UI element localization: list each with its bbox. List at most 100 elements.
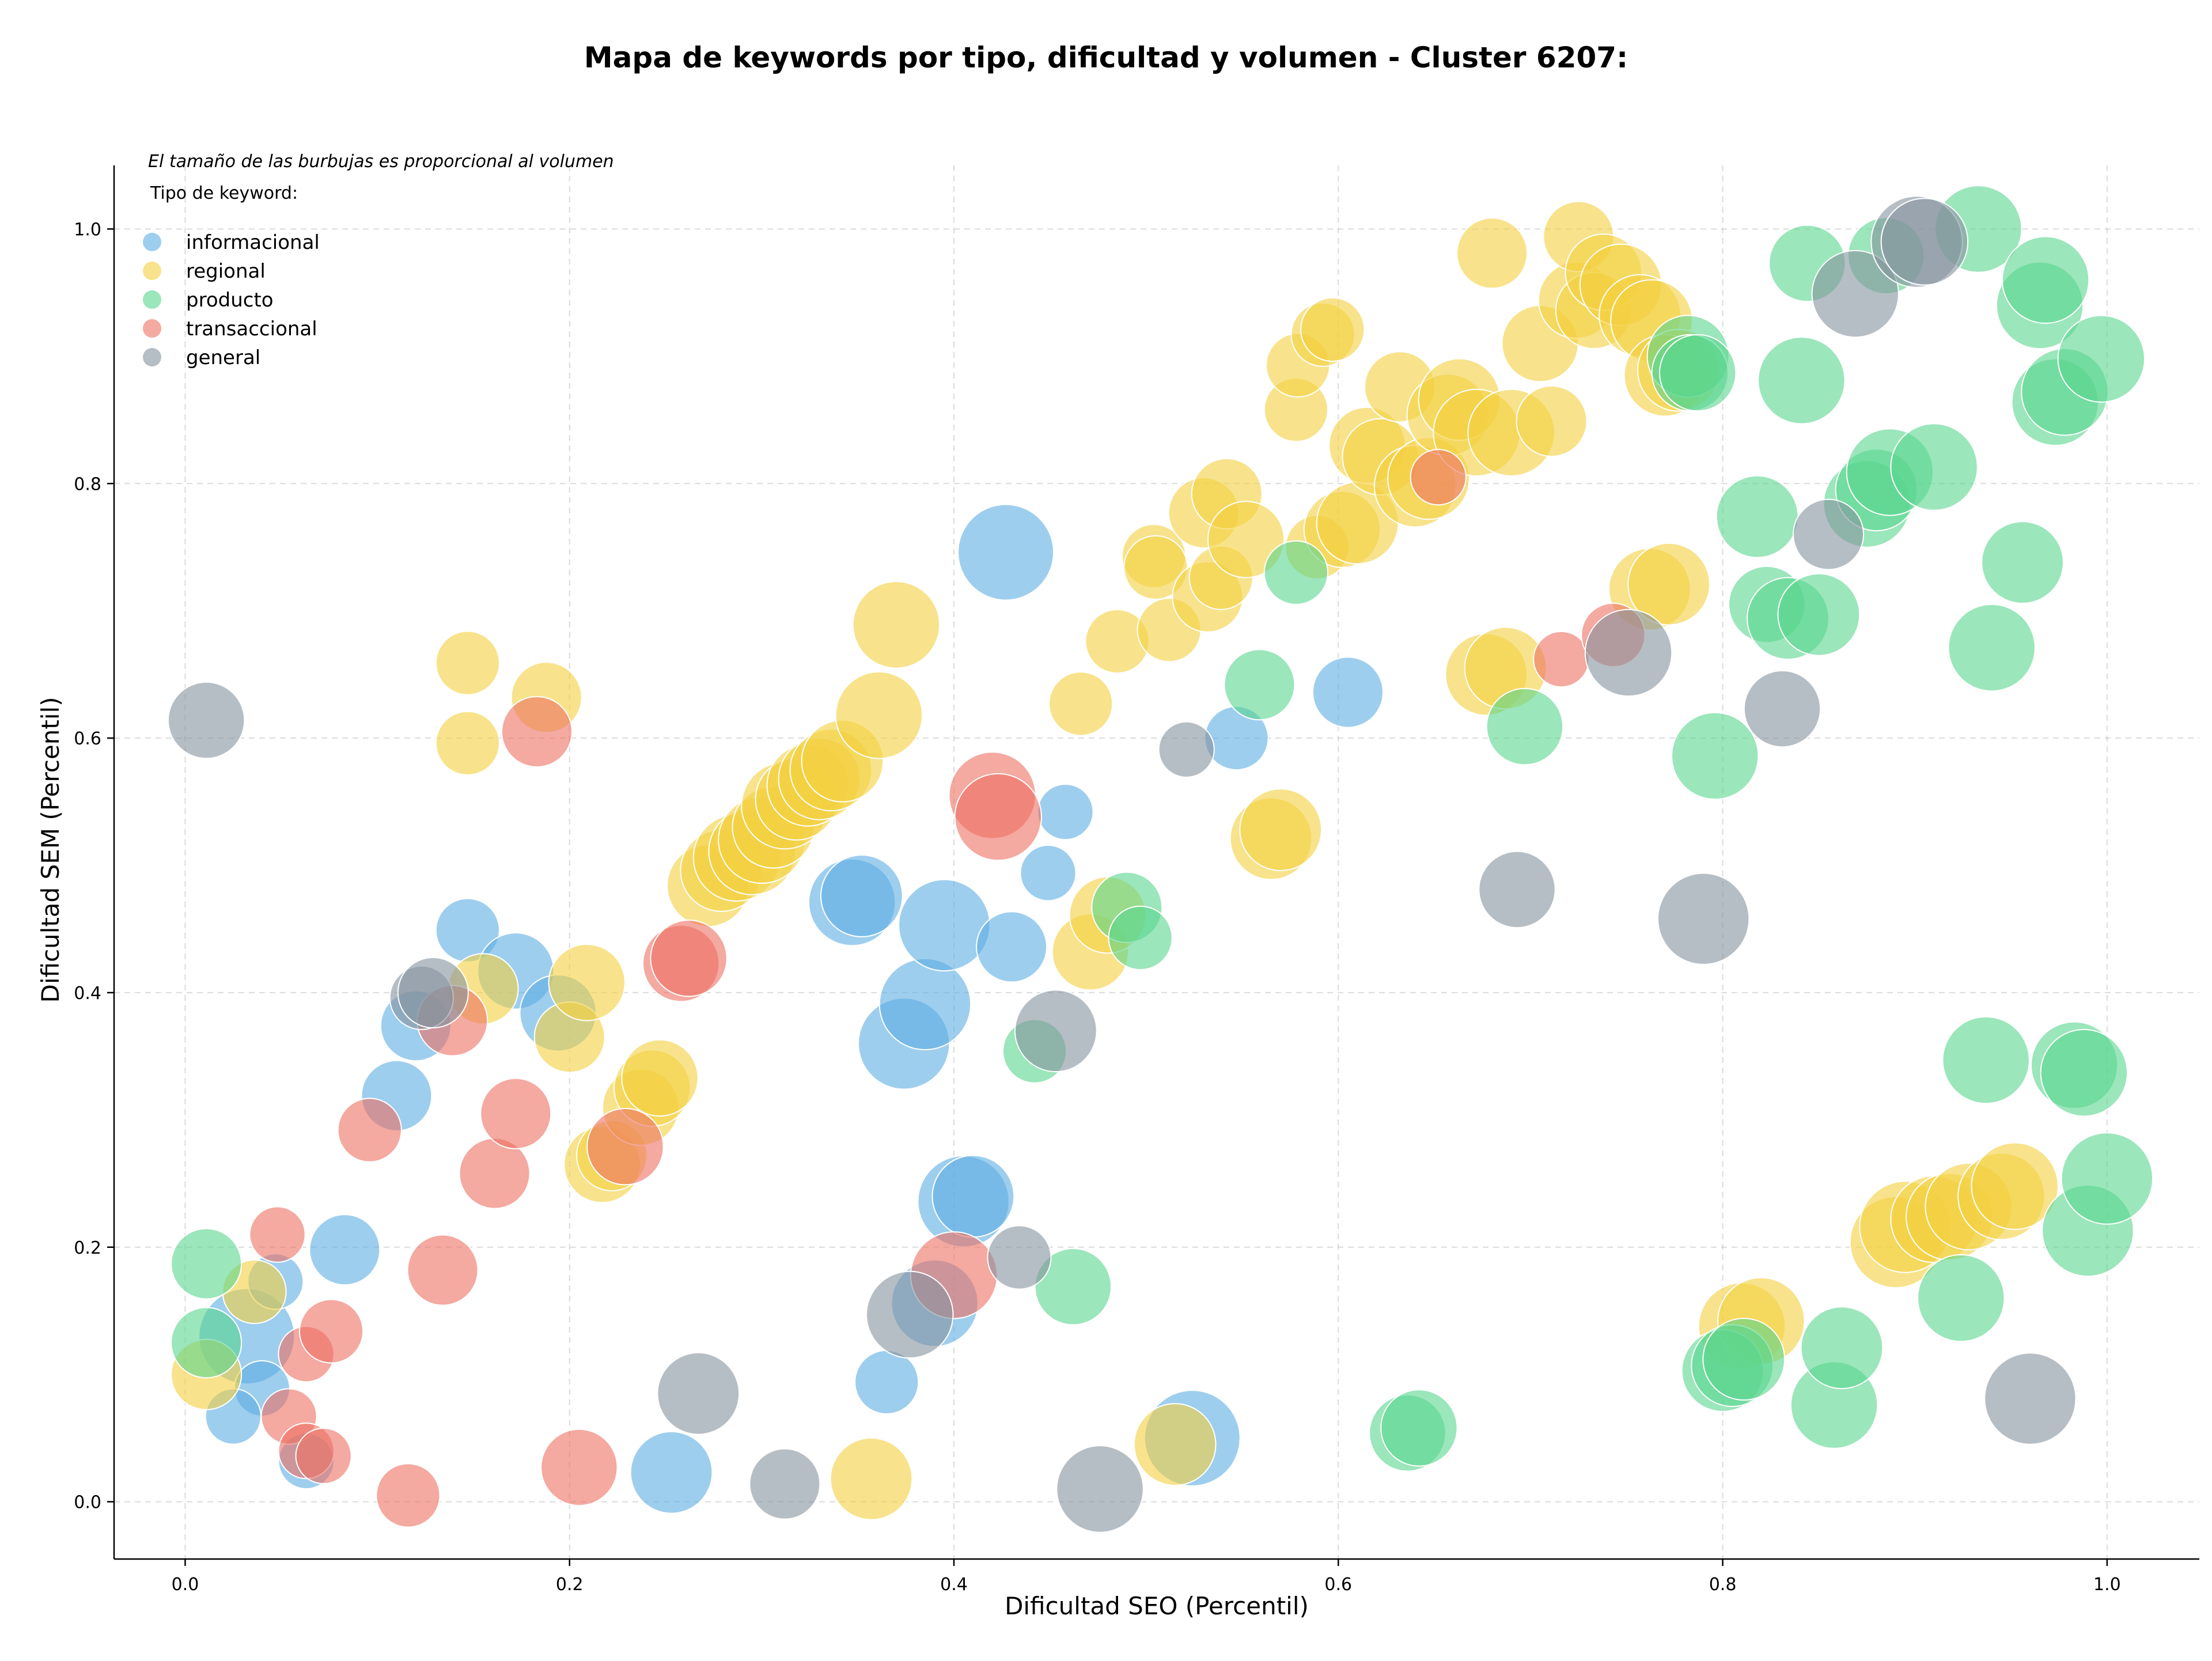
y-tick-label: 0.6 xyxy=(74,729,101,749)
x-axis-label: Dificultad SEO (Percentil) xyxy=(1005,1592,1309,1620)
bubble-producto xyxy=(1890,423,1978,511)
x-tick-label: 0.4 xyxy=(940,1575,968,1595)
bubble-regional xyxy=(835,671,923,759)
y-tick-label: 1.0 xyxy=(74,220,101,240)
bubble-producto xyxy=(1777,573,1861,656)
bubble-regional xyxy=(830,1437,913,1520)
bubble-regional xyxy=(1048,671,1113,736)
legend-marker xyxy=(143,262,161,280)
series-general xyxy=(167,195,2077,1533)
x-tick-label: 0.6 xyxy=(1324,1575,1352,1595)
bubble-producto xyxy=(1942,1016,2030,1104)
legend-marker xyxy=(143,319,161,338)
bubble-general xyxy=(1793,498,1865,570)
legend-marker xyxy=(143,348,161,366)
legend-title: Tipo de keyword: xyxy=(150,183,298,203)
x-tick-label: 1.0 xyxy=(2093,1575,2121,1595)
series-regional xyxy=(171,200,2059,1520)
bubble-regional xyxy=(1627,542,1711,626)
bubble-general xyxy=(866,1270,954,1359)
bubble-transaccional xyxy=(954,773,1042,861)
y-tick-label: 0.8 xyxy=(74,474,101,494)
bubble-transaccional xyxy=(337,1098,402,1163)
bubble-transaccional xyxy=(407,1234,479,1306)
bubble-producto xyxy=(1263,540,1328,606)
legend-item-producto: producto xyxy=(143,289,274,312)
bubble-transaccional xyxy=(540,1428,618,1507)
bubble-layer xyxy=(167,185,2154,1533)
legend-marker xyxy=(143,290,161,309)
ticks: 0.0 0.2 0.4 0.6 0.8 1.0 0.0 0.2 0.4 0.6 0.8 1.0 xyxy=(74,220,2120,1595)
bubble-producto xyxy=(1981,521,2064,604)
bubble-general xyxy=(749,1448,821,1520)
bubble-transaccional xyxy=(249,1206,306,1263)
bubble-transaccional xyxy=(650,920,728,997)
legend-label: informacional xyxy=(186,231,320,254)
bubble-regional xyxy=(435,630,501,695)
bubble-regional xyxy=(1971,1142,2059,1230)
bubble-producto xyxy=(1659,334,1737,412)
bubble-producto xyxy=(1108,905,1173,971)
bubble-informacional xyxy=(309,1214,381,1286)
bubble-producto xyxy=(1948,604,2036,692)
y-tick-label: 0.2 xyxy=(74,1238,101,1258)
legend-marker xyxy=(143,233,161,251)
bubble-general xyxy=(1657,872,1750,966)
size-note: El tamaño de las burbujas es proporciona… xyxy=(148,152,614,172)
bubble-general xyxy=(987,1225,1052,1290)
x-tick-label: 0.8 xyxy=(1709,1575,1737,1595)
bubble-producto xyxy=(1224,649,1296,721)
legend-label: general xyxy=(186,346,260,369)
axes xyxy=(113,165,2199,1560)
bubble-transaccional xyxy=(298,1299,364,1364)
bubble-regional xyxy=(1456,217,1528,289)
bubble-informacional xyxy=(957,504,1055,601)
legend-item-regional: regional xyxy=(143,260,266,283)
bubble-regional xyxy=(1239,788,1323,872)
bubble-general xyxy=(657,1352,740,1435)
bubble-producto xyxy=(1380,1389,1458,1467)
bubble-informacional xyxy=(898,879,991,972)
bubble-regional xyxy=(435,710,501,776)
bubble-producto xyxy=(2040,1028,2128,1117)
bubble-general xyxy=(1984,1352,2077,1445)
bubble-producto xyxy=(1758,336,1846,425)
bubble-transaccional xyxy=(480,1077,552,1149)
bubble-producto xyxy=(2061,1132,2154,1225)
bubble-producto xyxy=(2057,315,2146,403)
bubble-transaccional xyxy=(501,696,573,768)
bubble-producto xyxy=(1702,1318,1786,1401)
bubble-general xyxy=(1584,608,1673,697)
legend-label: regional xyxy=(186,260,266,283)
chart-title: Mapa de keywords por tipo, dificultad y … xyxy=(584,41,1628,74)
bubble-producto xyxy=(1917,1254,2005,1342)
bubble-regional xyxy=(1207,501,1285,578)
legend-item-general: general xyxy=(143,346,260,369)
bubble-regional xyxy=(1516,385,1588,457)
bubble-regional xyxy=(548,944,626,1021)
bubble-producto xyxy=(1486,688,1564,766)
legend-item-informacional: informacional xyxy=(143,231,320,254)
legend-label: transaccional xyxy=(186,317,317,340)
bubble-informacional xyxy=(976,911,1048,983)
y-tick-label: 0.0 xyxy=(74,1493,101,1513)
bubble-general xyxy=(1478,850,1556,929)
bubble-producto xyxy=(1034,1248,1112,1326)
bubble-informacional xyxy=(820,854,903,937)
bubble-regional xyxy=(852,581,941,669)
bubble-regional xyxy=(1300,297,1365,362)
y-axis-label: Dificultad SEM (Percentil) xyxy=(36,697,65,1003)
bubble-informacional xyxy=(931,1155,1015,1238)
bubble-producto xyxy=(1671,712,1759,800)
bubble-transaccional xyxy=(1533,631,1590,688)
y-tick-label: 0.4 xyxy=(74,983,101,1004)
bubble-regional xyxy=(1133,1403,1217,1486)
bubble-producto xyxy=(171,1228,243,1300)
bubble-transaccional xyxy=(376,1463,441,1528)
bubble-producto xyxy=(171,1307,243,1379)
bubble-general xyxy=(397,956,469,1028)
bubble-informacional xyxy=(1020,845,1077,902)
bubble-regional xyxy=(621,1039,699,1117)
bubble-general xyxy=(1880,198,1969,286)
